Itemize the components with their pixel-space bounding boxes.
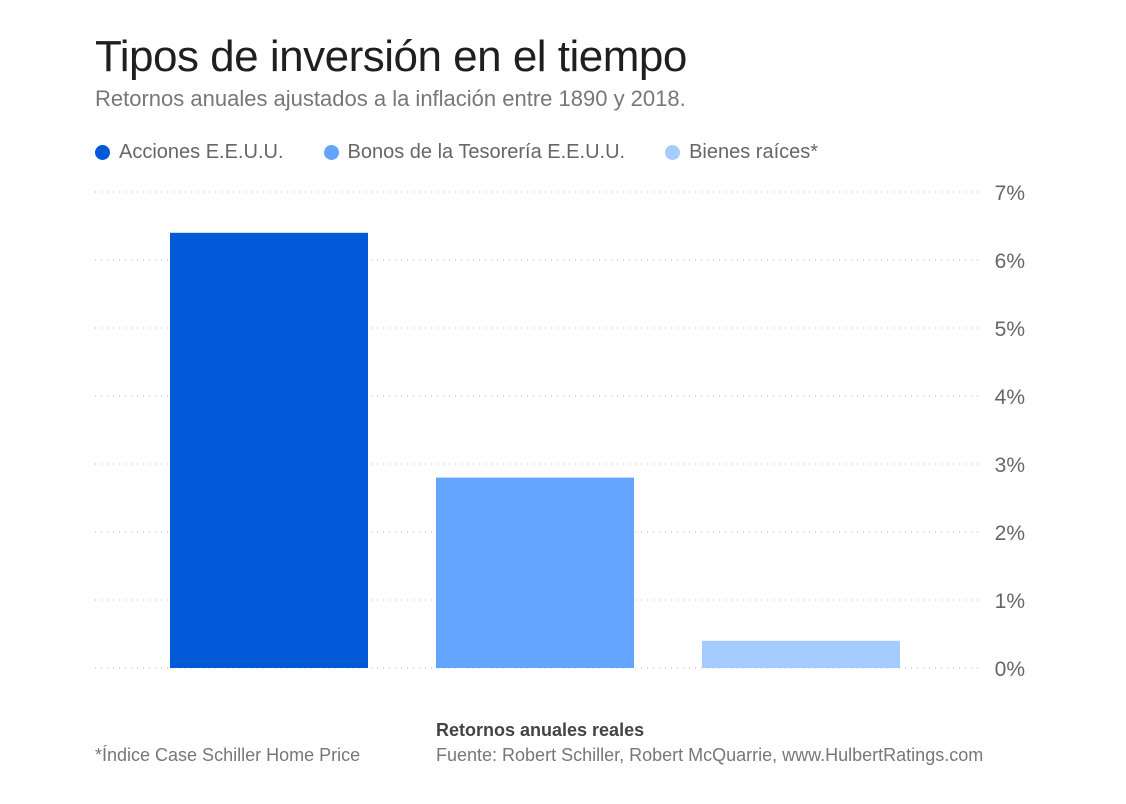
y-tick-label: 1% — [995, 590, 1025, 613]
y-tick-label: 6% — [995, 250, 1025, 273]
y-tick-label: 7% — [995, 182, 1025, 205]
legend-dot-icon — [323, 145, 339, 160]
footnote: *Índice Case Schiller Home Price — [95, 745, 361, 765]
x-axis-caption: Retornos anuales reales — [436, 720, 645, 740]
bar-1 — [170, 232, 368, 669]
y-tick-label: 0% — [995, 658, 1025, 681]
legend-item-bienes: Bienes raíces* — [665, 141, 818, 164]
footer-source-block: Retornos anuales reales Fuente: Robert S… — [436, 720, 983, 766]
chart-title: Tipos de inversión en el tiempo — [95, 32, 687, 81]
legend-dot-icon — [95, 145, 110, 160]
source-text: Fuente: Robert Schiller, Robert McQuarri… — [436, 745, 984, 765]
legend-label: Bonos de la Tesorería E.E.U.U. — [347, 141, 626, 163]
y-tick-label: 3% — [995, 454, 1025, 477]
bar-2 — [436, 477, 634, 668]
bar-3 — [702, 640, 900, 668]
y-tick-label: 4% — [995, 386, 1025, 409]
legend-item-bonos: Bonos de la Tesorería E.E.U.U. — [323, 141, 626, 164]
y-tick-label: 5% — [995, 318, 1025, 341]
y-tick-label: 2% — [995, 522, 1025, 545]
legend-dot-icon — [665, 145, 681, 160]
legend-label: Acciones E.E.U.U. — [119, 141, 284, 163]
legend-item-acciones: Acciones E.E.U.U. — [95, 141, 284, 164]
chart-subtitle: Retornos anuales ajustados a la inflació… — [95, 86, 686, 111]
legend: Acciones E.E.U.U. Bonos de la Tesorería … — [95, 141, 858, 164]
legend-label: Bienes raíces* — [689, 141, 819, 163]
